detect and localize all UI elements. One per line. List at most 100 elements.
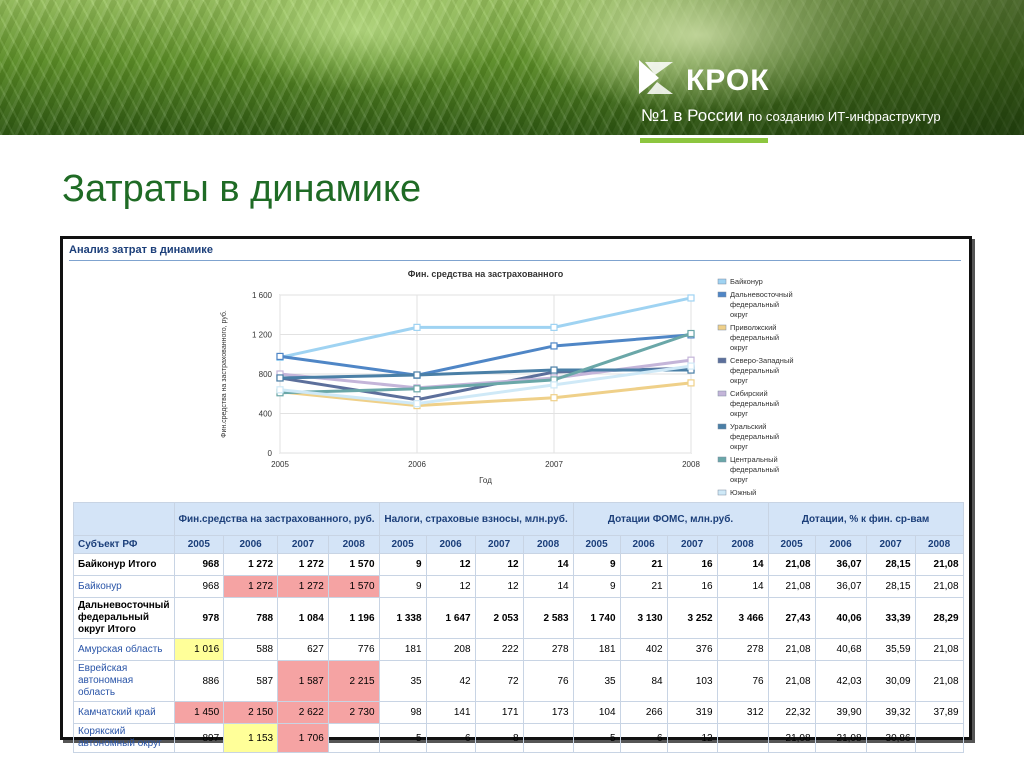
legend-label: федеральный <box>730 366 779 375</box>
series-line <box>279 332 692 395</box>
table-cell: 2 730 <box>327 701 380 724</box>
y-tick-label: 400 <box>259 410 273 419</box>
table-row-label[interactable]: Амурская область <box>73 638 175 661</box>
legend-label: Дальневосточный <box>730 290 793 299</box>
table-cell: 208 <box>425 638 476 661</box>
x-axis-label: Год <box>479 476 492 485</box>
table-cell: 312 <box>716 701 769 724</box>
table-cell: 30,09 <box>865 660 916 702</box>
table-cell: 35,59 <box>865 638 916 661</box>
table-row-label[interactable]: Корякский автономный округ <box>73 723 175 753</box>
series-point <box>687 356 695 364</box>
series-point <box>276 374 284 382</box>
table-cell: 3 252 <box>666 597 718 639</box>
table-year-header: 2005 <box>572 535 621 554</box>
table-cell: 1 272 <box>277 553 329 576</box>
legend-swatch <box>717 423 727 430</box>
table-cell: 21,08 <box>767 553 816 576</box>
legend-label: Центральный <box>730 455 778 464</box>
table-cell: 21,08 <box>914 575 964 598</box>
table-cell: 1 153 <box>223 723 279 753</box>
legend-swatch <box>717 291 727 298</box>
table-year-header: 2007 <box>277 535 329 554</box>
table-cell: 171 <box>474 701 524 724</box>
legend-label: округ <box>730 442 748 451</box>
table-row: Корякский автономный округ 897 1 153 1 706 5… <box>73 723 964 753</box>
legend-swatch <box>717 456 727 463</box>
panel-title: Анализ затрат в динамике <box>69 244 213 256</box>
table-cell: 42,03 <box>814 660 867 702</box>
table-year-header: 2005 <box>767 535 816 554</box>
slide-title: Затраты в динамике <box>62 168 422 210</box>
table-cell: 222 <box>474 638 524 661</box>
legend-swatch <box>717 357 727 364</box>
table-row-label[interactable]: Байконур <box>73 575 175 598</box>
series-point <box>550 342 558 350</box>
table-cell: 28,15 <box>865 575 916 598</box>
series-point <box>687 329 695 338</box>
table-cell: 1 272 <box>223 553 279 576</box>
table-cell: 14 <box>716 553 769 576</box>
table-year-header: 2007 <box>865 535 916 554</box>
series-point <box>276 386 284 394</box>
table-cell: 978 <box>173 597 225 639</box>
series-point <box>276 352 284 361</box>
table-cell: 886 <box>173 660 225 702</box>
table-cell: 1 450 <box>173 701 225 724</box>
table-cell: 2 622 <box>277 701 329 724</box>
table-year-header: 2008 <box>327 535 380 554</box>
table-cell: 35 <box>378 660 427 702</box>
table-row: Байконур Итого 968 1 272 1 272 1 570 9 12 12 14 9… <box>73 553 964 576</box>
table-row-label[interactable]: Еврейская автономная область <box>73 660 175 702</box>
table-year-header: 2007 <box>666 535 718 554</box>
chart-title: Фин. средства на застрахованного <box>408 269 564 279</box>
table-group-header: Фин.средства на застрахованного, руб. <box>173 502 380 536</box>
table-cell: 3 466 <box>716 597 769 639</box>
table-cell: 2 150 <box>223 701 279 724</box>
table-year-header: 2008 <box>716 535 769 554</box>
legend-label: Сибирский <box>730 389 768 398</box>
table-cell: 35 <box>572 660 621 702</box>
table-corner-header: Субъект РФ <box>73 535 175 554</box>
x-tick-label: 2005 <box>271 460 289 469</box>
legend-label: округ <box>730 310 748 319</box>
table-cell: 173 <box>522 701 574 724</box>
table-year-header: 2007 <box>474 535 524 554</box>
table-cell: 22,32 <box>767 701 816 724</box>
table-cell: 897 <box>173 723 225 753</box>
tagline-main: №1 в России <box>641 106 744 125</box>
table-year-header-row: Субъект РФ 2005 2006 2007 2008 2005 2006 2007 20… <box>73 535 964 554</box>
table-cell: 588 <box>223 638 279 661</box>
series-point <box>413 323 421 331</box>
table-cell: 278 <box>716 638 769 661</box>
table-cell: 21 <box>619 575 668 598</box>
legend-label: федеральный <box>730 399 779 408</box>
legend-label: округ <box>730 475 748 484</box>
series-line <box>279 368 691 380</box>
table-cell: 21,08 <box>767 575 816 598</box>
y-tick-label: 800 <box>259 370 273 379</box>
table-cell: 181 <box>378 638 427 661</box>
x-tick-label: 2008 <box>682 460 700 469</box>
table-group-header-row: Фин.средства на застрахованного, руб. Нал… <box>73 502 964 536</box>
table-cell: 84 <box>619 660 668 702</box>
series-line <box>279 296 692 359</box>
krok-logo-icon <box>639 60 673 94</box>
series-point <box>550 323 558 331</box>
table-cell: 376 <box>666 638 718 661</box>
table-cell: 1 338 <box>378 597 427 639</box>
analysis-panel: Анализ затрат в динамике 0 400 800 1 200 1 6… <box>60 236 972 753</box>
table-cell: 278 <box>522 638 574 661</box>
table-cell: 12 <box>425 575 476 598</box>
table-cell: 40,68 <box>814 638 867 661</box>
table-cell: 36,07 <box>814 575 867 598</box>
table-cell: 2 215 <box>327 660 380 702</box>
table-cell: 1 016 <box>173 638 225 661</box>
series-point <box>687 379 695 387</box>
table-cell: 776 <box>327 638 380 661</box>
table-row-label: Байконур Итого <box>73 553 175 576</box>
table-row-label[interactable]: Камчатский край <box>73 701 175 724</box>
table-year-header: 2008 <box>522 535 574 554</box>
table-cell: 12 <box>474 575 524 598</box>
table-cell: 9 <box>378 575 427 598</box>
